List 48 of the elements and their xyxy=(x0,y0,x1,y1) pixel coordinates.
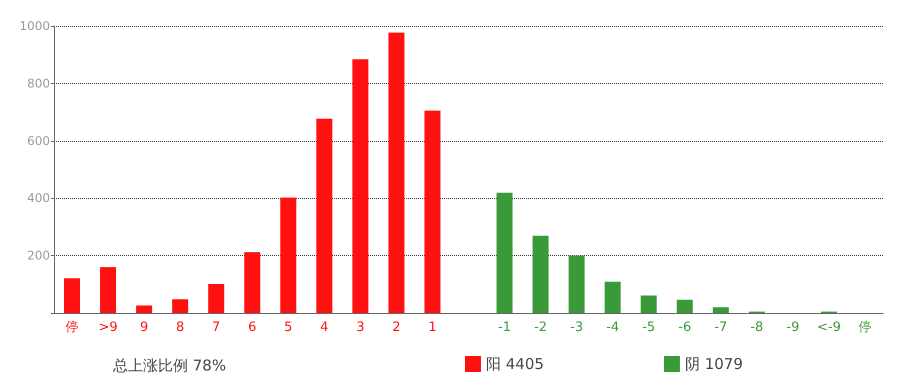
x-tick-label: 停 xyxy=(66,320,79,335)
x-tick-label: -8 xyxy=(750,320,764,335)
x-tick-label: 9 xyxy=(140,320,148,335)
bar xyxy=(424,110,440,313)
bar xyxy=(676,300,693,313)
bar xyxy=(532,236,549,313)
y-tick-label: 400 xyxy=(27,191,50,206)
x-tick-label: 3 xyxy=(356,320,365,335)
x-tick-label: -3 xyxy=(570,320,584,335)
x-tick-label: 5 xyxy=(284,320,292,335)
bar xyxy=(640,295,657,313)
bar xyxy=(244,252,260,313)
y-tick-label: 600 xyxy=(27,134,50,148)
bar xyxy=(352,59,368,313)
x-tick-label: 停 xyxy=(858,320,872,335)
bar xyxy=(712,307,729,313)
x-tick-label: -2 xyxy=(534,320,548,335)
bar xyxy=(208,284,224,313)
bar xyxy=(388,32,404,313)
bar xyxy=(100,267,116,313)
bar xyxy=(568,256,585,313)
x-tick-label: -6 xyxy=(678,320,692,335)
y-tick-label: 800 xyxy=(27,76,50,90)
x-tick-label: -7 xyxy=(714,320,728,335)
x-tick-label: >9 xyxy=(98,320,118,335)
bar xyxy=(604,282,621,313)
text: 总上涨比例 78% xyxy=(112,356,226,374)
x-tick-label: 1 xyxy=(428,320,437,335)
legend-label: 阳 4405 xyxy=(486,355,544,373)
bar xyxy=(280,198,296,313)
bar xyxy=(64,278,80,313)
x-tick-label: 6 xyxy=(248,320,256,335)
x-tick-label: -4 xyxy=(606,320,620,335)
x-tick-label: 7 xyxy=(212,320,220,335)
bar xyxy=(136,306,152,313)
y-tick-label: 200 xyxy=(27,248,50,263)
x-tick-label: -5 xyxy=(642,320,656,335)
x-tick-label: <-9 xyxy=(817,320,841,335)
x-tick-label: -9 xyxy=(786,320,800,335)
x-tick-label: 2 xyxy=(392,320,401,335)
x-tick-label: 4 xyxy=(320,320,328,335)
bar xyxy=(172,299,188,313)
x-tick-label: -1 xyxy=(498,320,512,335)
bar xyxy=(496,192,513,313)
bar xyxy=(316,118,332,313)
x-tick-label: 8 xyxy=(176,320,184,335)
y-tick-label: 1000 xyxy=(19,19,50,33)
legend-label: 阴 1079 xyxy=(684,355,743,373)
